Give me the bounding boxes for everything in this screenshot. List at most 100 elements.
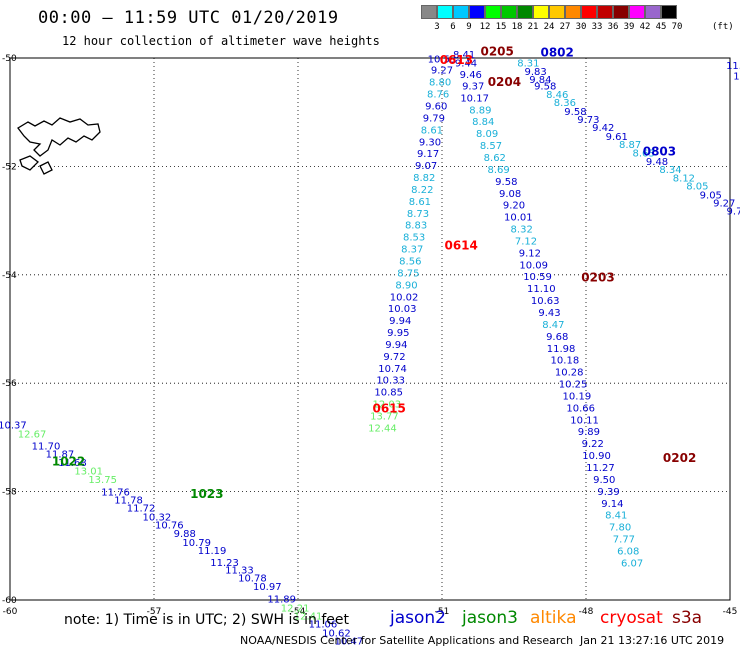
colorbar-swatch [421,5,437,19]
colorbar-label: 24 [543,22,555,32]
legend-altika: altika [530,608,577,628]
wave-height-value: 10.02 [390,292,419,303]
colorbar-label: 39 [623,22,635,32]
pass-label: 0615 [372,401,405,415]
wave-height-value: 9.58 [534,81,556,92]
wave-height-value: 11.7 [726,61,740,72]
y-tick-label: -60 [2,596,17,606]
y-tick-label: -58 [2,488,17,498]
wave-height-value: 10.97 [253,582,282,593]
wave-height-value: 12.44 [368,423,397,434]
wave-height-value: 9.83 [524,67,546,78]
wave-height-value: 9.88 [174,529,196,540]
wave-height-value: 9.72 [383,352,405,363]
wave-height-value: 6.07 [621,558,643,569]
colorbar-label: 70 [671,22,683,32]
pass-label: 0614 [444,238,477,252]
colorbar-label: 45 [655,22,667,32]
wave-height-value: 11.98 [547,344,576,355]
colorbar-unit: (ft) [712,22,734,32]
wave-height-value: 13.77 [370,412,399,423]
wave-height-value: 9.94 [385,340,407,351]
wave-height-value: 8.47 [542,320,564,331]
wave-height-value: 11.4 [733,72,740,83]
colorbar-swatch [469,5,485,19]
wave-height-value: 11.10 [527,284,556,295]
wave-height-value: 8.53 [403,233,425,244]
pass-label: 0203 [581,270,614,284]
colorbar-label: 18 [511,22,523,32]
colorbar-swatch [533,5,549,19]
colorbar-swatch [581,5,597,19]
wave-height-value: 10.47 [335,636,364,647]
colorbar-label: 3 [434,22,440,32]
colorbar-label: 6 [450,22,456,32]
wave-height-value: 8.63 [632,149,654,160]
wave-height-value: 11.87 [46,449,75,460]
legend-jason3: jason3 [462,608,518,628]
pass-label: 0205 [480,44,513,58]
note-text: note: 1) Time is in UTC; 2) SWH is in fe… [64,612,350,628]
wave-height-value: 9.22 [582,439,604,450]
wave-height-value: 8.73 [407,209,429,220]
wave-height-value: 11.33 [225,565,254,576]
x-tick-label: -60 [3,607,18,617]
wave-height-value: 10.25 [559,380,588,391]
colorbar-label: 42 [639,22,651,32]
wave-height-value: 9.58 [564,107,586,118]
colorbar-label: 15 [495,22,507,32]
wave-height-value: 8.41 [605,511,627,522]
wave-height-value: 9.17 [417,149,439,160]
colorbar-label: 36 [607,22,619,32]
wave-height-value: 8.34 [659,165,681,176]
wave-height-value: 9.94 [389,316,411,327]
wave-height-value: 8.41 [453,50,475,61]
wave-height-value: 11.72 [127,504,156,515]
colorbar-label: 9 [466,22,472,32]
pass-label: 0204 [488,75,521,89]
wave-height-value: 8.75 [397,268,419,279]
wave-height-value: 10.32 [143,512,172,523]
wave-height-value: 12.67 [18,429,47,440]
wave-height-value: 9.79 [423,113,445,124]
colorbar-swatch [565,5,581,19]
wave-height-value: 8.37 [401,245,423,256]
wave-height-value: 10.74 [378,364,407,375]
wave-height-value: 8.57 [480,141,502,152]
wave-height-value: 10.53 [428,54,457,65]
wave-height-value: 8.82 [413,173,435,184]
y-tick-label: -50 [2,54,17,64]
wave-height-value: 10.59 [523,272,552,283]
wave-height-value: 8.32 [511,225,533,236]
wave-height-value: 9.07 [415,161,437,172]
wave-height-value: 8.61 [409,197,431,208]
wave-height-value: 8.90 [395,280,417,291]
wave-height-value: 8.22 [411,185,433,196]
colorbar-swatch [485,5,501,19]
wave-height-value: 9.37 [462,81,484,92]
x-tick-label: -45 [723,607,738,617]
wave-height-value: 9.60 [425,101,447,112]
wave-height-value: 6.08 [617,546,639,557]
wave-height-value: 11.27 [586,463,615,474]
wave-height-value: 8.36 [554,98,576,109]
wave-height-value: 9.42 [592,123,614,134]
wave-height-value: 9.12 [519,248,541,259]
wave-height-value: 9.44 [455,59,477,70]
wave-height-value: 8.61 [421,125,443,136]
legend-jason2: jason2 [390,608,446,628]
x-tick-label: -54 [291,607,306,617]
wave-height-value: 11.68 [58,458,87,469]
plot-frame [9,57,731,601]
wave-height-value: 9.68 [546,332,568,343]
wave-height-value: 9.48 [646,157,668,168]
wave-height-value: 8.80 [429,78,451,89]
wave-height-value: 11.76 [101,487,130,498]
wave-height-value: 9.30 [419,137,441,148]
wave-height-value: 7.80 [609,523,631,534]
colorbar-swatch [629,5,645,19]
wave-height-value: 10.09 [519,260,548,271]
falkland-islands-outline [17,117,101,175]
wave-height-value: 10.90 [582,451,611,462]
